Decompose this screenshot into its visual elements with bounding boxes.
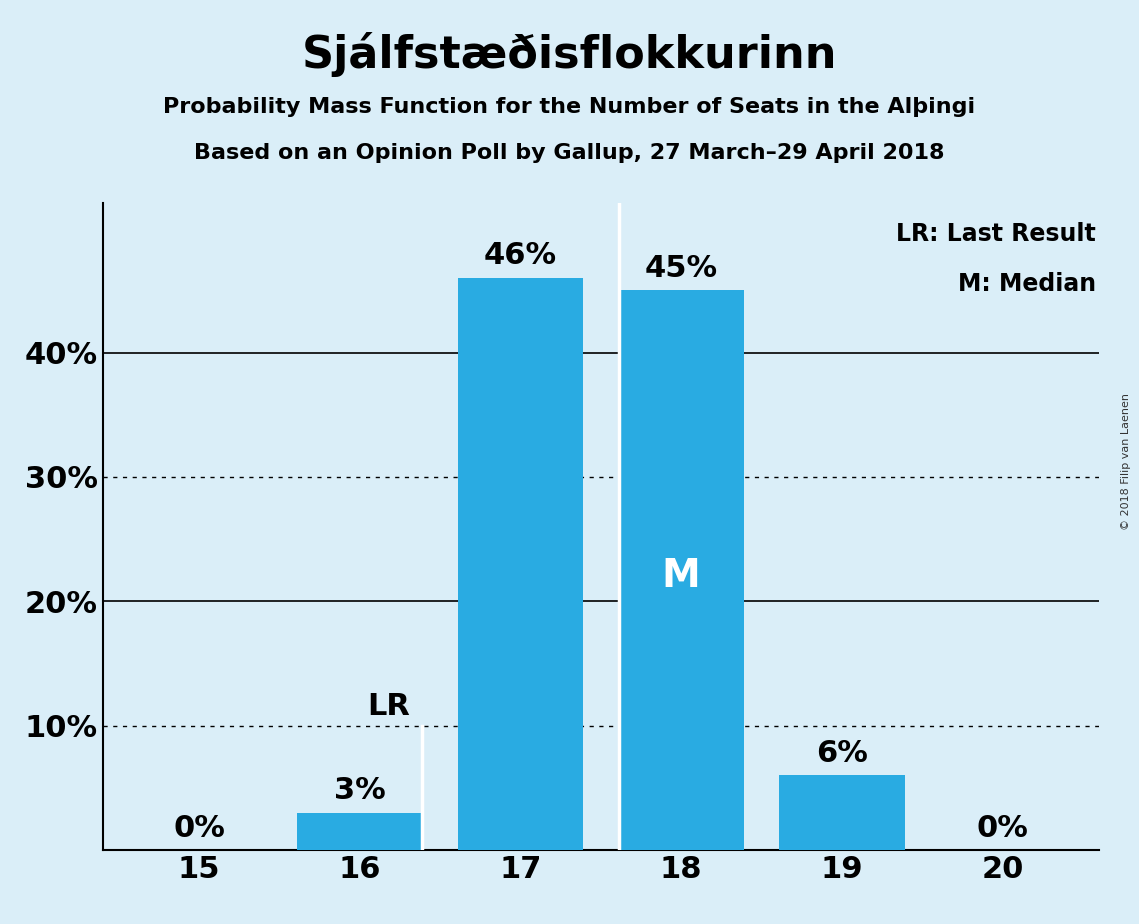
Text: LR: LR [368, 692, 411, 721]
Text: © 2018 Filip van Laenen: © 2018 Filip van Laenen [1121, 394, 1131, 530]
Text: 3%: 3% [334, 776, 386, 806]
Bar [297, 813, 423, 850]
Text: 0%: 0% [977, 814, 1029, 843]
Text: 6%: 6% [816, 739, 868, 768]
Text: Sjálfstæðisflokkurinn: Sjálfstæðisflokkurinn [302, 32, 837, 78]
Text: Probability Mass Function for the Number of Seats in the Alþingi: Probability Mass Function for the Number… [163, 97, 976, 117]
Text: LR: Last Result: LR: Last Result [896, 222, 1096, 246]
Bar [779, 775, 904, 850]
Bar [458, 278, 583, 850]
Text: M: Median: M: Median [958, 272, 1096, 296]
Text: 0%: 0% [173, 814, 224, 843]
Text: Based on an Opinion Poll by Gallup, 27 March–29 April 2018: Based on an Opinion Poll by Gallup, 27 M… [195, 143, 944, 164]
Text: 45%: 45% [645, 254, 718, 283]
Text: M: M [662, 557, 700, 595]
Bar [618, 290, 744, 850]
Text: 46%: 46% [484, 241, 557, 271]
